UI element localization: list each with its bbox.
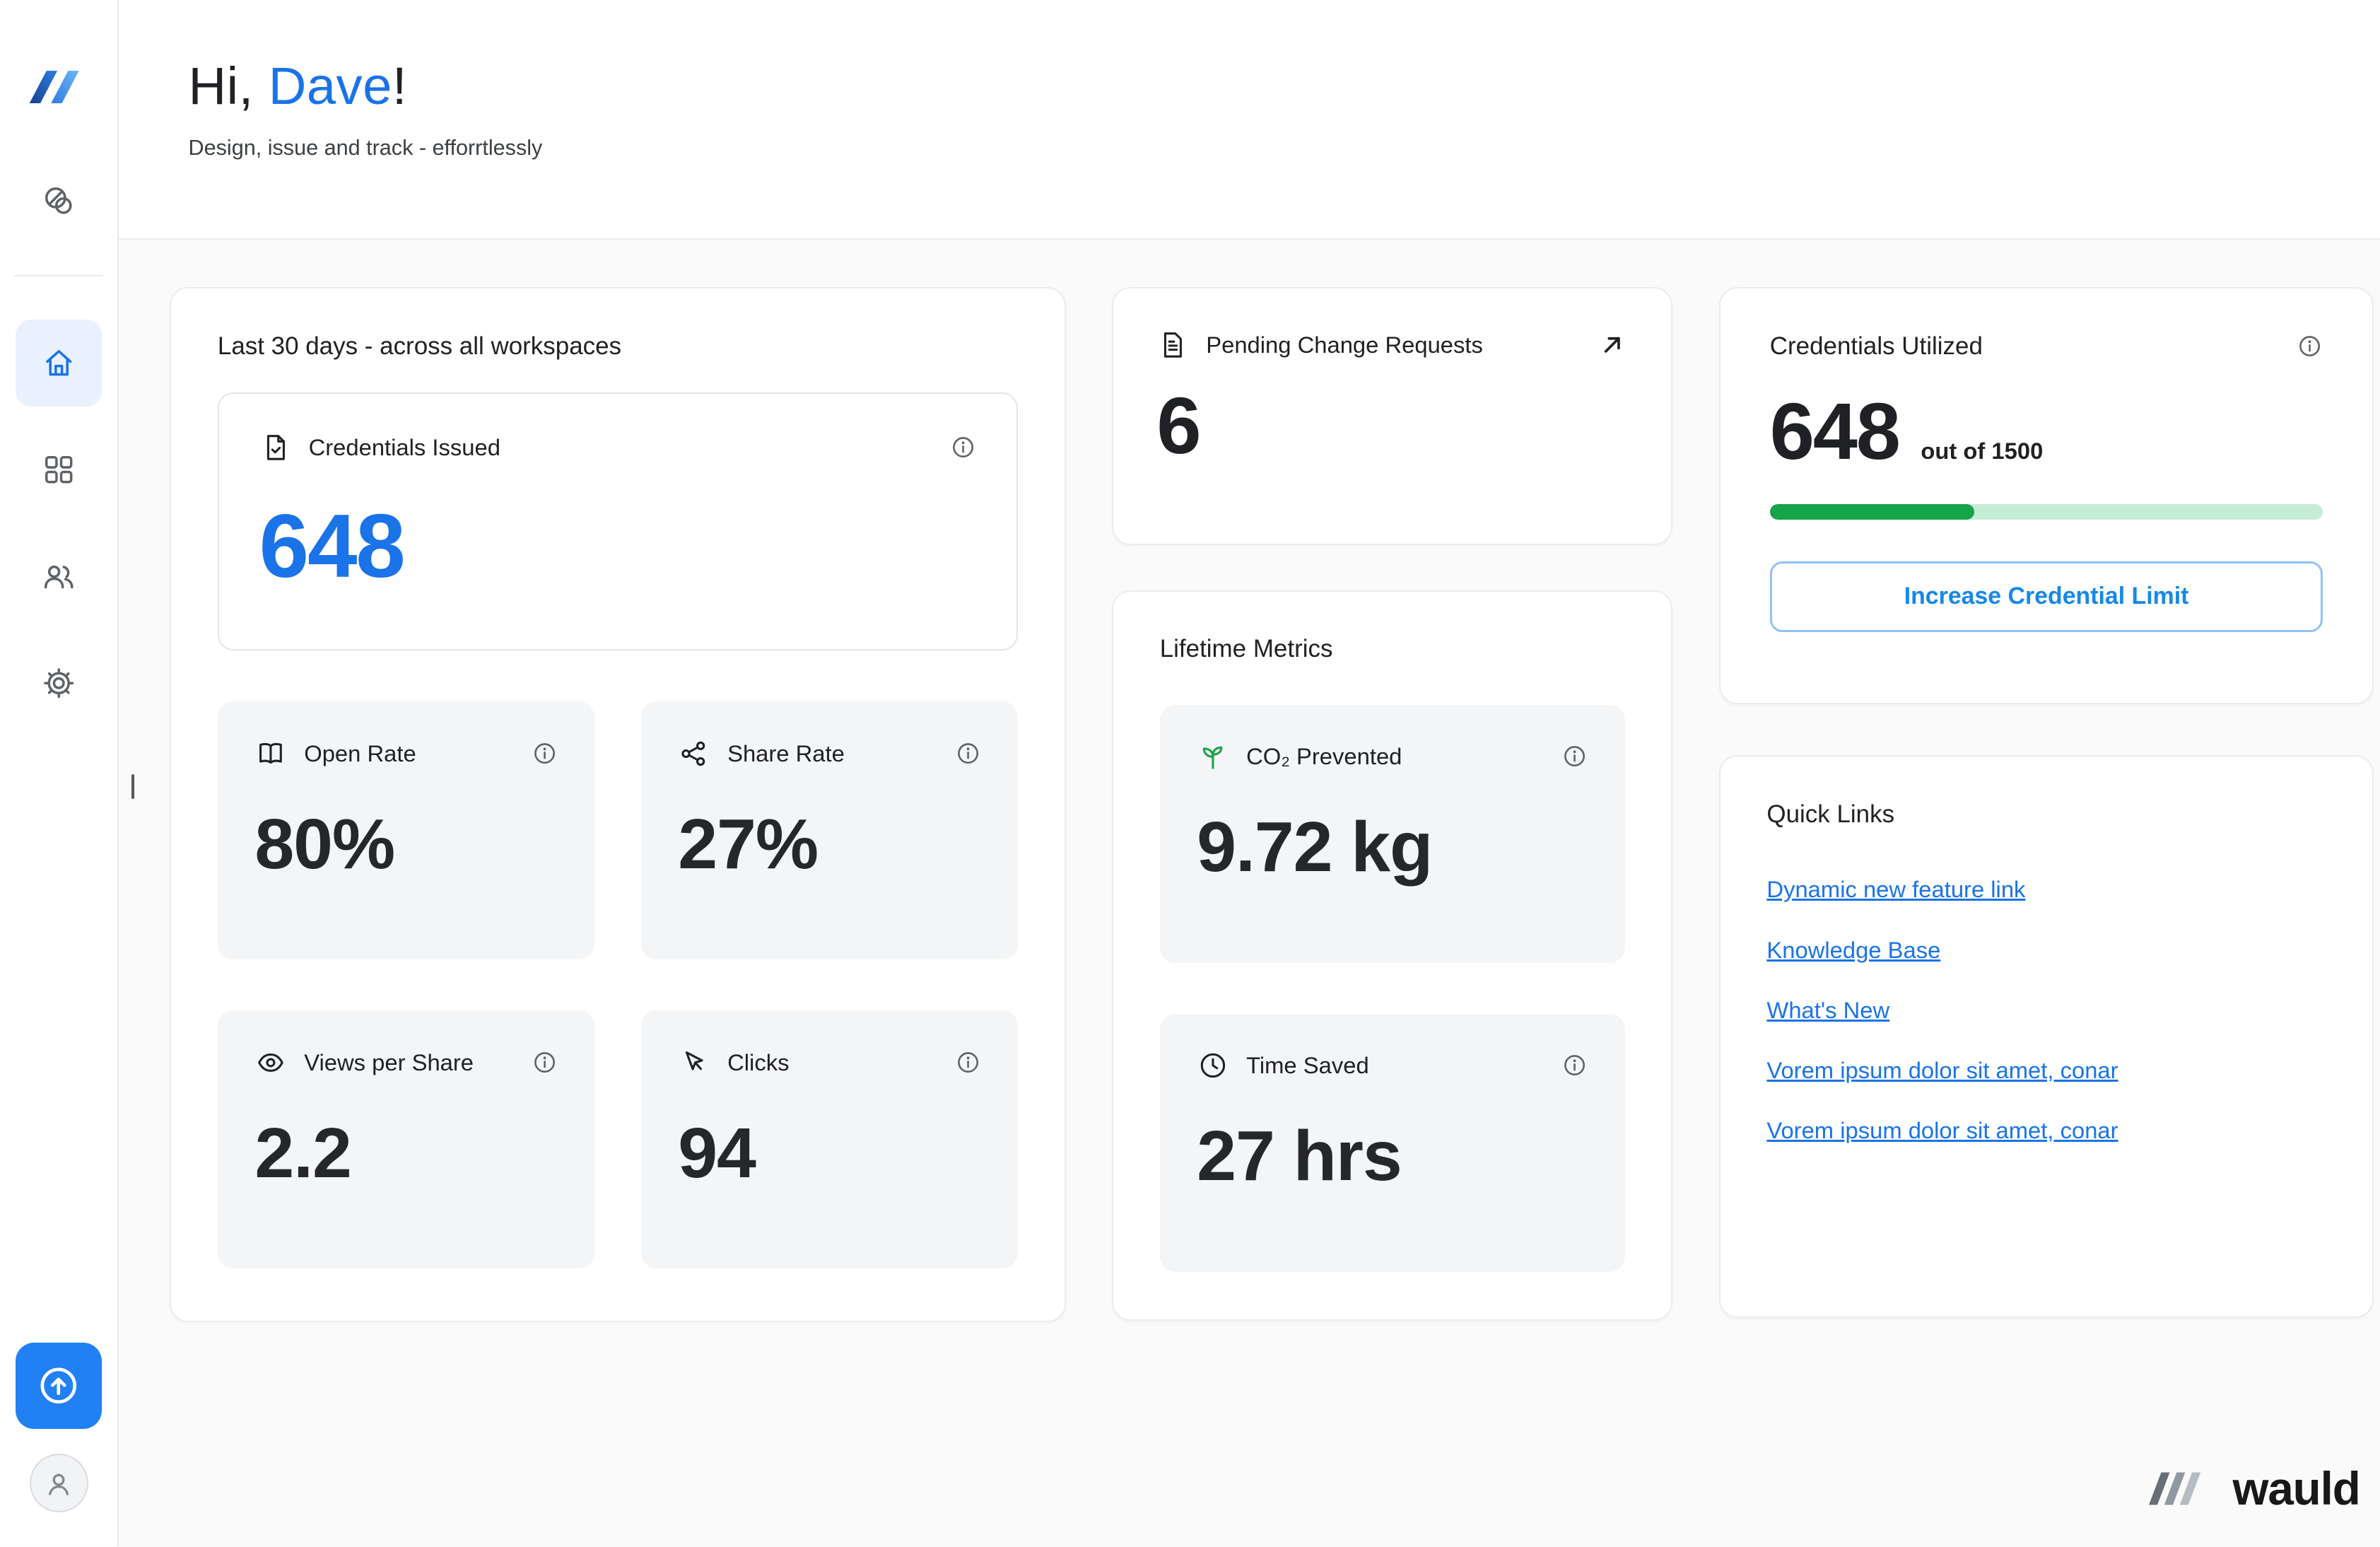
- views-per-share-value: 2.2: [254, 1113, 352, 1193]
- greeting: Hi, Dave!: [189, 56, 2380, 116]
- credential-usage-progressbar: [1769, 503, 2323, 520]
- credentials-issued-label: Credentials Issued: [308, 433, 500, 460]
- co2-prevented-label: CO₂ Prevented: [1246, 743, 1402, 769]
- quick-link-knowledge-base[interactable]: Knowledge Base: [1766, 936, 1941, 963]
- greeting-name: Dave: [268, 56, 392, 115]
- credential-file-icon: [259, 431, 292, 464]
- pending-change-requests-card: Pending Change Requests 6: [1112, 287, 1673, 546]
- integrations-button[interactable]: [25, 167, 93, 235]
- credentials-issued-tile: Credentials Issued 648: [217, 392, 1019, 651]
- info-icon[interactable]: [1561, 743, 1588, 769]
- lifetime-metrics-card: Lifetime Metrics CO₂ Prevented 9.72 kg: [1112, 590, 1673, 1321]
- credentials-issued-value: 648: [259, 496, 406, 597]
- info-icon[interactable]: [1561, 1052, 1588, 1078]
- wauld-brand-name: wauld: [2232, 1463, 2360, 1515]
- quick-link-vorem-2[interactable]: Vorem ipsum dolor sit amet, conar: [1766, 1117, 2118, 1144]
- gear-icon: [44, 667, 74, 698]
- cursor-icon: [678, 1046, 710, 1079]
- person-icon: [42, 1466, 76, 1500]
- rings-icon: [40, 182, 77, 219]
- quick-link-dynamic-feature[interactable]: Dynamic new feature link: [1766, 876, 2026, 903]
- text-cursor-artifact: [131, 774, 135, 799]
- overview-card-title: Last 30 days - across all workspaces: [217, 332, 622, 360]
- dashboard-main: Last 30 days - across all workspaces Cre…: [119, 239, 2380, 1547]
- views-per-share-label: Views per Share: [304, 1049, 474, 1075]
- share-rate-label: Share Rate: [727, 740, 845, 766]
- increase-credential-limit-button[interactable]: Increase Credential Limit: [1769, 561, 2323, 632]
- credential-progress-fill: [1769, 503, 1975, 520]
- clicks-label: Clicks: [727, 1049, 790, 1075]
- page-subtitle: Design, issue and track - efforrtlessly: [188, 136, 543, 160]
- sidebar-item-apps[interactable]: [16, 426, 102, 513]
- open-rate-tile: Open Rate 80%: [217, 701, 595, 960]
- greeting-suffix: !: [392, 56, 407, 115]
- pending-change-requests-value: 6: [1156, 381, 1201, 472]
- people-icon: [40, 558, 77, 595]
- credentials-utilized-card: Credentials Utilized 648 out of 1500 Inc…: [1718, 287, 2374, 705]
- time-saved-tile: Time Saved 27 hrs: [1159, 1013, 1625, 1272]
- book-icon: [254, 737, 287, 770]
- credentials-utilized-value: 648: [1769, 386, 1901, 477]
- greeting-prefix: Hi,: [188, 56, 269, 115]
- home-icon: [40, 344, 77, 381]
- document-edit-icon: [1156, 329, 1189, 361]
- open-rate-value: 80%: [254, 804, 395, 884]
- share-rate-tile: Share Rate 27%: [640, 701, 1019, 960]
- co2-prevented-value: 9.72 kg: [1197, 807, 1433, 887]
- info-icon[interactable]: [950, 434, 976, 460]
- sidebar-item-home[interactable]: [15, 320, 102, 407]
- views-per-share-tile: Views per Share 2.2: [217, 1010, 595, 1269]
- info-icon[interactable]: [955, 1049, 981, 1075]
- time-saved-value: 27 hrs: [1197, 1116, 1402, 1196]
- sidebar-item-settings[interactable]: [16, 640, 102, 726]
- info-icon[interactable]: [532, 1049, 558, 1075]
- grid-icon: [40, 451, 77, 488]
- page-header: Hi, Dave! Design, issue and track - effo…: [119, 0, 2380, 240]
- pending-change-requests-label: Pending Change Requests: [1206, 332, 1483, 358]
- user-avatar[interactable]: [29, 1454, 88, 1513]
- credentials-utilized-limit: out of 1500: [1921, 437, 2044, 464]
- time-saved-label: Time Saved: [1246, 1051, 1369, 1078]
- wauld-logo-icon: [2149, 1473, 2201, 1505]
- co2-prevented-tile: CO₂ Prevented 9.72 kg: [1159, 704, 1625, 963]
- info-icon[interactable]: [532, 740, 558, 766]
- sidebar-item-users[interactable]: [16, 533, 102, 619]
- external-link-icon[interactable]: [1597, 329, 1628, 361]
- clicks-tile: Clicks 94: [640, 1010, 1019, 1269]
- share-icon: [678, 737, 710, 770]
- quick-links-list: Dynamic new feature link Knowledge Base …: [1766, 859, 2326, 1160]
- credentials-utilized-title: Credentials Utilized: [1769, 332, 1983, 360]
- quick-links-title: Quick Links: [1766, 800, 1895, 828]
- upload-button[interactable]: [15, 1342, 102, 1430]
- open-rate-label: Open Rate: [304, 740, 416, 766]
- last-30-days-card: Last 30 days - across all workspaces Cre…: [170, 287, 1066, 1323]
- eye-icon: [254, 1046, 287, 1079]
- share-rate-value: 27%: [678, 804, 819, 884]
- info-icon[interactable]: [955, 740, 981, 766]
- quick-links-card: Quick Links Dynamic new feature link Kno…: [1718, 755, 2374, 1318]
- app-logo-icon: [29, 71, 79, 104]
- clock-icon: [1197, 1049, 1229, 1082]
- leaf-icon: [1197, 740, 1229, 773]
- quick-link-whats-new[interactable]: What's New: [1766, 996, 1890, 1023]
- wauld-brand: wauld: [2149, 1462, 2361, 1515]
- quick-link-vorem-1[interactable]: Vorem ipsum dolor sit amet, conar: [1766, 1056, 2118, 1083]
- upload-arrow-icon: [35, 1362, 82, 1409]
- app-logo: [23, 62, 95, 115]
- sidebar: [0, 0, 119, 1547]
- info-icon[interactable]: [2297, 333, 2323, 359]
- lifetime-metrics-title: Lifetime Metrics: [1159, 634, 1333, 662]
- clicks-value: 94: [678, 1113, 756, 1193]
- sidebar-divider: [13, 275, 104, 277]
